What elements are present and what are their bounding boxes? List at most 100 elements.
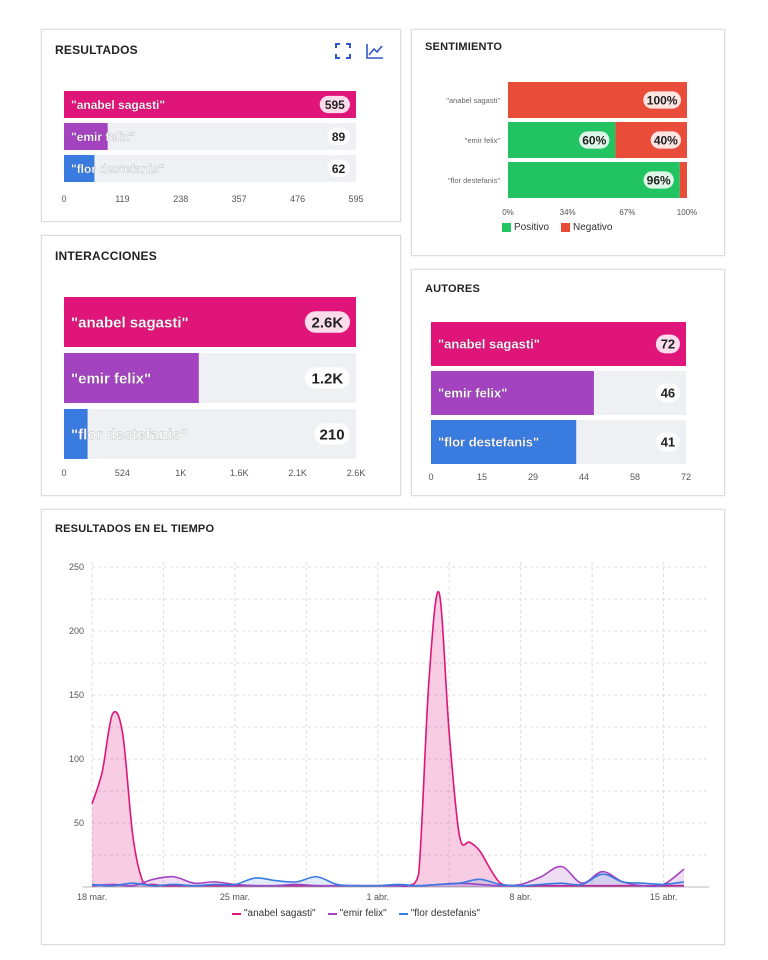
x-tick-label: 8 abr. (509, 892, 532, 902)
segment-value-label: 40% (654, 133, 678, 147)
segment-value-label: 60% (582, 133, 606, 147)
legend-emir-swatch (327, 912, 337, 915)
x-tick-label: 15 abr. (650, 892, 678, 902)
bar-value-label: 62 (332, 162, 346, 176)
bar-track (64, 155, 356, 182)
interacciones-chart: "anabel sagasti" 2.6K "emir felix" 1.2K "flo… (61, 297, 365, 478)
bar-track (64, 123, 356, 150)
bar (431, 420, 577, 464)
value-pill (655, 432, 680, 452)
bar (431, 371, 594, 415)
bar-category-label: "anabel sagasti" (438, 337, 540, 352)
autores-title: AUTORES (425, 283, 480, 295)
bar (64, 155, 95, 182)
legend-anabel-swatch (232, 912, 241, 915)
x-tick-label: 1 abr. (367, 892, 390, 902)
bar-value-label: 2.6K (312, 314, 344, 331)
bar-category-label: "flor destefanis" (71, 426, 188, 443)
x-tick-label: 1.6K (230, 468, 249, 478)
x-tick-label: 0% (502, 208, 514, 217)
x-tick-label: 476 (290, 194, 305, 204)
value-pill (655, 383, 680, 403)
bar-category-label: "emir felix" (438, 386, 507, 401)
segment-pill (650, 131, 681, 149)
resultados-toolbar (332, 40, 386, 62)
legend-flor[interactable]: "flor destefanis" (398, 908, 480, 919)
bar-category-label: "emir felix" (71, 130, 135, 144)
value-pill (327, 159, 350, 178)
segment-pill (643, 171, 674, 189)
bar (64, 409, 88, 459)
value-pill (304, 367, 350, 389)
x-tick-label: 2.1K (288, 468, 307, 478)
segment-value-label: 100% (647, 93, 678, 107)
x-tick-label: 100% (677, 208, 697, 217)
x-tick-label: 44 (579, 472, 589, 482)
tiempo-card: RESULTADOS EN EL TIEMPO 50 100 150 200 250 18… (41, 509, 725, 945)
interacciones-card: INTERACCIONES "anabel sagasti" 2.6K "emir … (41, 235, 401, 496)
legend-anabel[interactable]: "anabel sagasti" (232, 908, 316, 919)
legend-positivo[interactable]: Positivo (502, 222, 549, 233)
x-tick-label: 34% (560, 208, 576, 217)
x-tick-label: 357 (232, 194, 247, 204)
line-chart-icon[interactable] (364, 40, 386, 62)
x-tick-label: 0 (61, 468, 66, 478)
legend-negativo-swatch (561, 223, 571, 232)
bar (431, 322, 686, 366)
bar-value-label: 210 (320, 426, 345, 443)
bar-value-label: 72 (661, 337, 675, 352)
y-tick-label: 200 (69, 626, 84, 636)
x-tick-label: 1K (175, 468, 186, 478)
y-tick-label: 250 (69, 562, 84, 572)
bar-category-label: "anabel sagasti" (71, 98, 165, 112)
series-emir-area (92, 866, 684, 887)
segment-pill (643, 91, 681, 109)
bar (64, 91, 356, 118)
x-tick-label: 524 (115, 468, 130, 478)
x-tick-label: 25 mar. (220, 892, 250, 902)
sentimiento-legend: Positivo Negativo (502, 222, 612, 233)
x-tick-label: 29 (528, 472, 538, 482)
value-pill (314, 423, 350, 445)
sentiment-segment (679, 162, 687, 198)
segment-pill (579, 131, 610, 149)
sentiment-category-label: "anabel sagasti" (446, 96, 500, 105)
legend-emir-label: "emir felix" (339, 908, 387, 919)
bar-value-label: 89 (332, 130, 346, 144)
x-tick-label: 0 (428, 472, 433, 482)
bar-category-label: "anabel sagasti" (71, 314, 189, 331)
x-tick-label: 67% (619, 208, 635, 217)
resultados-title: RESULTADOS (55, 43, 138, 57)
legend-anabel-label: "anabel sagasti" (244, 908, 316, 919)
x-tick-label: 58 (630, 472, 640, 482)
expand-icon[interactable] (332, 40, 354, 62)
bar-category-label: "emir felix" (71, 370, 151, 387)
bar (64, 123, 108, 150)
sentimiento-title: SENTIMIENTO (425, 41, 503, 53)
bar-value-label: 595 (325, 98, 345, 112)
resultados-chart: "anabel sagasti" 595 "emir felix" 89 "flor d… (61, 91, 364, 204)
x-tick-label: 595 (348, 194, 363, 204)
autores-card: AUTORES "anabel sagasti" 72 "emir felix" 46… (411, 269, 725, 496)
sentimiento-card: SENTIMIENTO "anabel sagasti" 100% "emir fe… (411, 29, 725, 256)
series-anabel-line (91, 590, 684, 888)
interacciones-title: INTERACCIONES (55, 249, 157, 263)
sentiment-category-label: "emir felix" (465, 136, 501, 145)
bar-value-label: 1.2K (312, 370, 344, 387)
series-flor-line (91, 873, 685, 887)
x-tick-label: 18 mar. (77, 892, 107, 902)
tiempo-chart: 50 100 150 200 250 18 mar. 25 mar. 1 abr. 8 abr.… (69, 562, 709, 902)
x-tick-label: 15 (477, 472, 487, 482)
legend-negativo-label: Negativo (573, 222, 613, 233)
legend-negativo[interactable]: Negativo (561, 222, 612, 233)
tiempo-legend: "anabel sagasti" "emir felix" "flor dest… (232, 908, 480, 919)
value-pill (319, 95, 350, 114)
x-tick-label: 238 (173, 194, 188, 204)
legend-emir[interactable]: "emir felix" (327, 908, 387, 919)
series-anabel-area (92, 591, 684, 887)
bar-value-label: 41 (661, 435, 675, 450)
bar-value-label: 46 (661, 386, 675, 401)
autores-chart: "anabel sagasti" 72 "emir felix" 46 "flor de… (428, 322, 691, 482)
legend-positivo-label: Positivo (514, 222, 550, 233)
value-pill (655, 334, 680, 354)
